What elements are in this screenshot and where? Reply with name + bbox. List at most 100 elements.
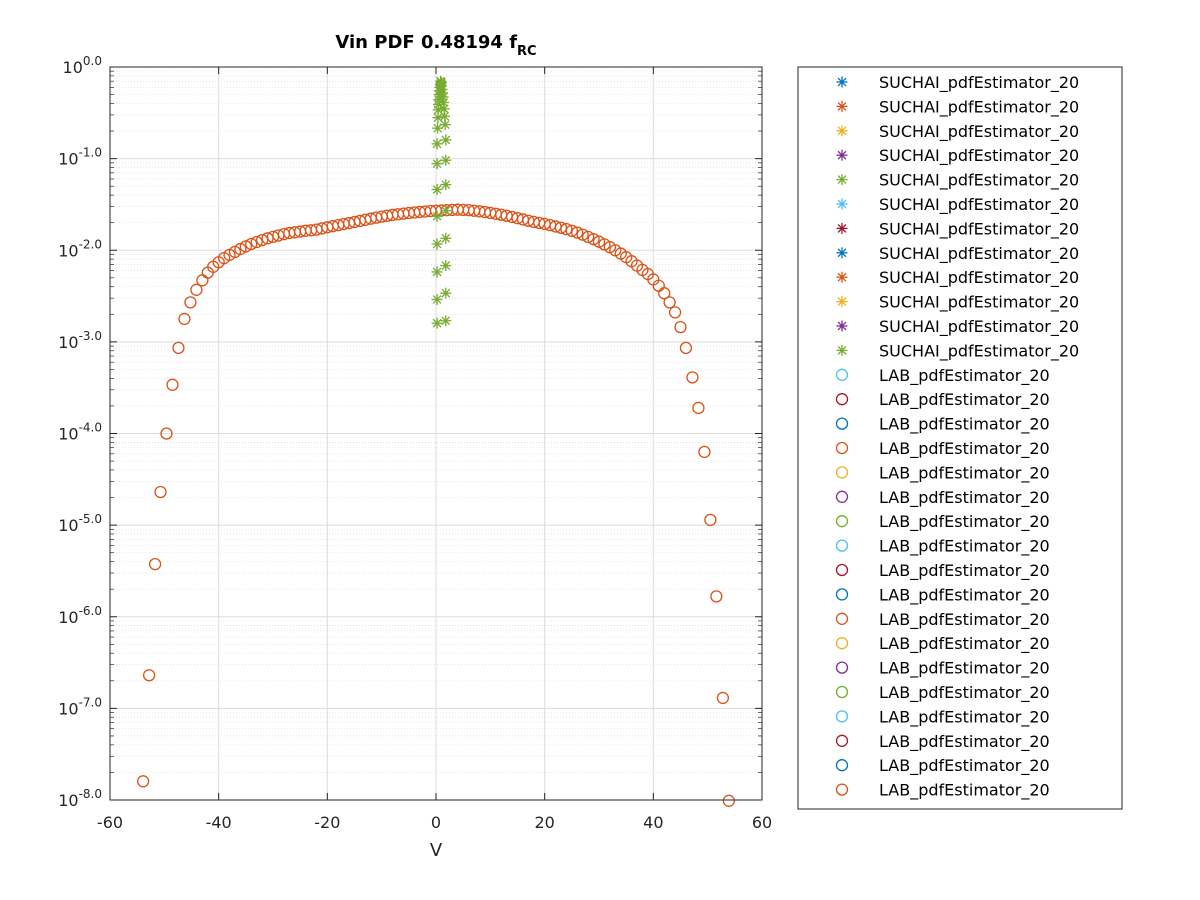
legend-label: LAB_pdfEstimator_20 (879, 561, 1050, 581)
data-point (658, 287, 671, 300)
data-point (431, 294, 443, 306)
legend-label: LAB_pdfEstimator_20 (879, 683, 1050, 703)
legend-item: LAB_pdfEstimator_20 (835, 683, 1050, 703)
x-tick-label: -60 (97, 813, 123, 832)
legend-star-marker (836, 222, 848, 234)
data-point (255, 233, 269, 247)
data-point (698, 445, 711, 459)
data-point (245, 237, 258, 251)
legend-item: LAB_pdfEstimator_20 (835, 463, 1050, 483)
legend-label: LAB_pdfEstimator_20 (879, 366, 1050, 386)
legend-star-marker (836, 100, 848, 112)
legend-label: SUCHAI_pdfEstimator_20 (879, 73, 1079, 93)
legend-label: LAB_pdfEstimator_20 (879, 512, 1050, 532)
legend-circle-marker (835, 685, 849, 699)
legend-item: SUCHAI_pdfEstimator_20 (836, 171, 1079, 191)
legend-item: SUCHAI_pdfEstimator_20 (836, 244, 1079, 264)
legend-label: SUCHAI_pdfEstimator_20 (879, 97, 1079, 117)
legend-label: LAB_pdfEstimator_20 (879, 756, 1050, 776)
data-point (184, 296, 197, 309)
legend-item: LAB_pdfEstimator_20 (835, 707, 1050, 727)
data-point (431, 266, 443, 278)
data-point (674, 320, 687, 334)
legend-circle-marker (835, 539, 849, 552)
data-point (722, 794, 736, 807)
legend-item: SUCHAI_pdfEstimator_20 (836, 219, 1079, 239)
x-tick-label: 60 (752, 813, 772, 832)
legend-item: SUCHAI_pdfEstimator_20 (836, 146, 1079, 166)
legend-item: LAB_pdfEstimator_20 (835, 415, 1050, 435)
legend-item: SUCHAI_pdfEstimator_20 (836, 122, 1079, 142)
legend-star-marker (836, 149, 848, 161)
legend-circle-marker (835, 588, 849, 601)
data-point (710, 590, 723, 603)
data-point (440, 205, 452, 217)
data-point (554, 221, 568, 234)
legend-item: LAB_pdfEstimator_20 (835, 634, 1050, 654)
data-point (431, 317, 443, 329)
legend-item: LAB_pdfEstimator_20 (835, 732, 1050, 752)
data-point (692, 401, 705, 415)
y-tick-label: 10-3.0 (58, 329, 102, 352)
data-point (148, 558, 162, 571)
data-point (439, 119, 451, 131)
y-tick-labels: 100.0 10-1.0 10-2.0 10-3.0 10-4.0 10-5.0 10-6.… (58, 54, 102, 810)
legend-label: LAB_pdfEstimator_20 (879, 488, 1050, 508)
legend-item: LAB_pdfEstimator_20 (835, 537, 1050, 557)
legend-label: LAB_pdfEstimator_20 (879, 439, 1050, 459)
legend-item: SUCHAI_pdfEstimator_20 (836, 268, 1079, 288)
legend: SUCHAI_pdfEstimator_20 SUCHAI_pdfEstimato… (797, 66, 1123, 810)
data-point (172, 341, 185, 355)
legend-label: SUCHAI_pdfEstimator_20 (879, 244, 1079, 264)
legend-circle-marker (835, 783, 849, 796)
legend-label: LAB_pdfEstimator_20 (879, 707, 1050, 727)
data-point (576, 228, 589, 241)
legend-label: LAB_pdfEstimator_20 (879, 732, 1050, 752)
data-point (431, 184, 443, 196)
data-point (431, 210, 443, 222)
data-point (234, 242, 247, 256)
legend-star-marker (836, 320, 848, 332)
legend-circle-marker (835, 734, 849, 747)
data-point (663, 296, 676, 309)
data-point (440, 179, 452, 191)
legend-item: LAB_pdfEstimator_20 (835, 390, 1050, 410)
y-tick-label: 10-7.0 (58, 695, 102, 718)
data-point (166, 378, 179, 391)
x-tick-labels: -60 -40 -20 0 20 40 60 (97, 813, 772, 832)
legend-label: LAB_pdfEstimator_20 (879, 415, 1050, 435)
legend-label: SUCHAI_pdfEstimator_20 (879, 341, 1079, 361)
legend-box (797, 66, 1123, 810)
data-point (560, 222, 573, 236)
data-point (716, 691, 730, 705)
data-point (679, 341, 693, 355)
legend-label: LAB_pdfEstimator_20 (879, 585, 1050, 605)
legend-circle-marker (835, 466, 849, 479)
legend-label: LAB_pdfEstimator_20 (879, 659, 1050, 679)
legend-circle-marker (835, 490, 849, 503)
legend-circle-marker (835, 661, 849, 674)
data-point (440, 154, 452, 166)
x-tick-label: 40 (643, 813, 663, 832)
legend-star-marker (836, 125, 848, 137)
legend-circle-marker (835, 710, 849, 723)
legend-label: SUCHAI_pdfEstimator_20 (879, 146, 1079, 166)
legend-item: LAB_pdfEstimator_20 (835, 488, 1050, 508)
data-point (435, 75, 447, 87)
legend-circle-marker (835, 563, 849, 577)
legend-circle-marker (835, 515, 849, 528)
legend-circle-marker (835, 637, 849, 650)
chart-title-main: Vin PDF 0.48194 f (335, 32, 517, 53)
y-tick-label: 100.0 (63, 54, 102, 77)
legend-star-marker (836, 344, 848, 356)
legend-label: LAB_pdfEstimator_20 (879, 390, 1050, 410)
data-point (587, 233, 600, 246)
y-tick-label: 10-6.0 (58, 604, 102, 627)
legend-item: LAB_pdfEstimator_20 (835, 439, 1050, 459)
legend-label: SUCHAI_pdfEstimator_20 (879, 219, 1079, 239)
legend-item: SUCHAI_pdfEstimator_20 (836, 317, 1079, 337)
legend-item: SUCHAI_pdfEstimator_20 (836, 293, 1079, 313)
y-tick-label: 10-4.0 (58, 421, 102, 444)
data-point (239, 240, 252, 253)
